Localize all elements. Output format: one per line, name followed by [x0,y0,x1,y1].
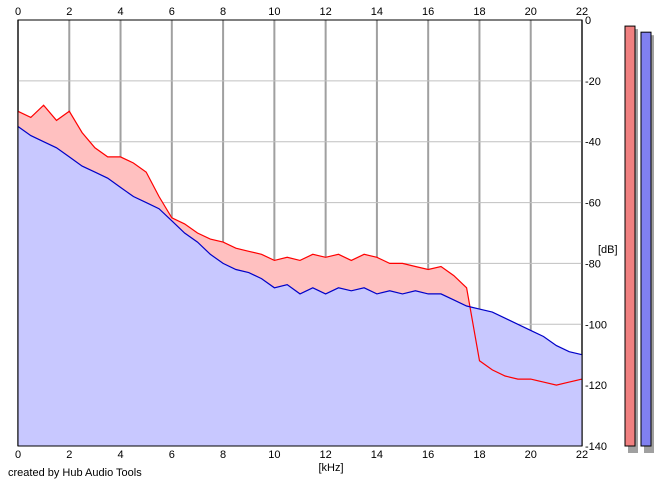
x-tick-bottom-8: 16 [422,449,434,461]
x-tick-top-1: 2 [66,6,72,18]
x-tick-top-3: 6 [169,6,175,18]
x-tick-labels-top: 0 2 4 6 8 10 12 14 16 18 20 22 [15,6,588,18]
x-tick-bottom-9: 18 [473,449,485,461]
x-tick-bottom-2: 4 [117,449,123,461]
y-axis-label: [dB] [598,244,618,256]
x-tick-top-10: 20 [525,6,537,18]
y-tick-7: -140 [585,441,607,453]
level-meter-1 [640,31,652,447]
y-tick-0: 0 [585,15,591,27]
x-tick-top-11: 22 [576,6,588,18]
x-axis-label: [kHz] [318,462,343,474]
level-meters [624,25,654,454]
y-tick-1: -20 [585,76,601,88]
x-tick-top-7: 14 [371,6,383,18]
level-meter-0 [624,25,636,447]
y-tick-5: -100 [585,319,607,331]
x-tick-top-9: 18 [473,6,485,18]
y-tick-2: -40 [585,137,601,149]
series-lines [17,104,583,386]
y-tick-3: -60 [585,198,601,210]
series-area-1 [18,126,582,446]
x-tick-top-0: 0 [15,6,21,18]
x-tick-bottom-1: 2 [66,449,72,461]
x-tick-bottom-4: 8 [220,449,226,461]
x-tick-top-2: 4 [117,6,123,18]
x-tick-labels-bottom: 0 2 4 6 8 10 12 14 16 18 20 22 [15,449,588,461]
y-tick-6: -120 [585,380,607,392]
x-tick-top-5: 10 [268,6,280,18]
x-tick-top-6: 12 [320,6,332,18]
series-line-0 [17,104,583,386]
y-tick-labels: 0 -20 -40 -60 -80 -100 -120 -140 [585,15,607,453]
x-tick-bottom-7: 14 [371,449,383,461]
x-tick-bottom-3: 6 [169,449,175,461]
plot-frame [17,19,583,447]
x-tick-bottom-10: 20 [525,449,537,461]
x-tick-bottom-6: 12 [320,449,332,461]
x-tick-bottom-0: 0 [15,449,21,461]
series-line-1 [17,126,583,356]
x-tick-bottom-11: 22 [576,449,588,461]
x-tick-top-8: 16 [422,6,434,18]
credit-text: created by Hub Audio Tools [8,467,142,479]
x-tick-top-4: 8 [220,6,226,18]
y-tick-4: -80 [585,258,601,270]
series-areas [18,105,582,446]
x-tick-bottom-5: 10 [268,449,280,461]
